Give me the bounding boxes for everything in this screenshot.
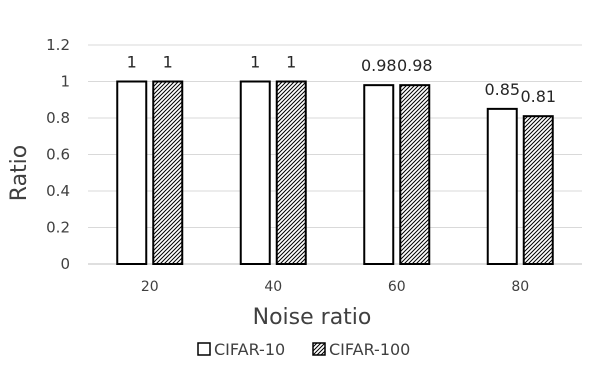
y-axis-title: Ratio: [7, 145, 32, 201]
bar-cifar10-40: [239, 80, 271, 265]
y-tick-label: 0.4: [46, 182, 70, 200]
bar-cifar10-20: [116, 80, 148, 265]
x-tick-label: 40: [264, 279, 282, 295]
bar-cifar10-60: [363, 84, 395, 266]
y-tick-label: 0: [60, 255, 70, 273]
data-label: 1: [163, 53, 173, 72]
bar-cifar100-60: [399, 84, 431, 266]
data-label: 0.81: [520, 87, 556, 106]
x-tick-label: 20: [141, 279, 159, 295]
data-label: 1: [286, 53, 296, 72]
y-tick-label: 0.6: [46, 146, 70, 164]
x-tick-label: 60: [388, 279, 406, 295]
data-label: 0.98: [397, 56, 433, 75]
data-label: 1: [127, 53, 137, 72]
legend-swatch-cifar10: [197, 342, 211, 356]
data-labels: 1 1 1 1 0.98 0.98 0.85 0.81: [127, 53, 556, 107]
data-label: 1: [250, 53, 260, 72]
bar-cifar100-80: [522, 115, 554, 265]
bar-cifar100-40: [275, 80, 307, 265]
bar-cifar10-80: [486, 107, 518, 265]
bars: [116, 80, 554, 266]
y-tick-label: 0.2: [46, 219, 70, 237]
x-axis-ticks: 20 40 60 80: [141, 279, 529, 295]
x-tick-label: 80: [511, 279, 529, 295]
y-axis-ticks: 0 0.2 0.4 0.6 0.8 1 1.2: [46, 36, 70, 273]
data-label: 0.85: [484, 80, 520, 99]
bar-cifar100-20: [152, 80, 184, 265]
y-tick-label: 1: [60, 73, 70, 91]
legend: CIFAR-10 CIFAR-100: [197, 340, 410, 359]
x-axis-title: Noise ratio: [253, 305, 372, 330]
legend-label-cifar10: CIFAR-10: [214, 340, 285, 359]
legend-swatch-cifar100: [312, 342, 326, 356]
legend-label-cifar100: CIFAR-100: [329, 340, 410, 359]
y-tick-label: 0.8: [46, 109, 70, 127]
data-label: 0.98: [361, 56, 397, 75]
y-tick-label: 1.2: [46, 36, 70, 54]
